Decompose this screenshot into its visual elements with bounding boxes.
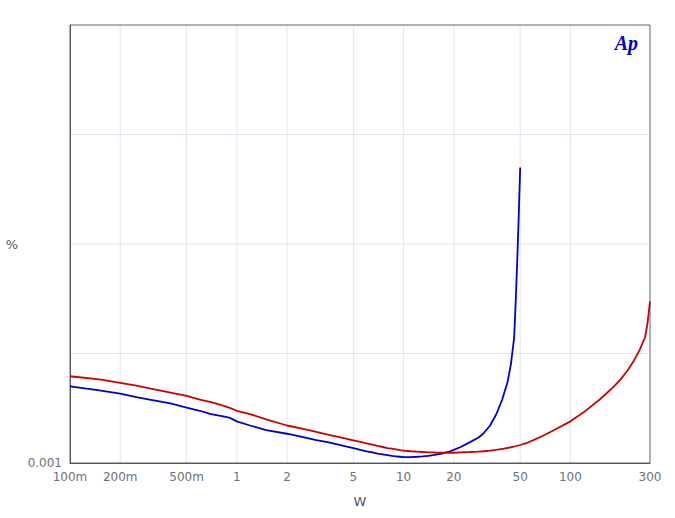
svg-text:50: 50 <box>513 470 528 484</box>
svg-text:10: 10 <box>396 470 411 484</box>
svg-text:200m: 200m <box>103 470 138 484</box>
svg-text:300: 300 <box>639 470 662 484</box>
svg-text:20: 20 <box>446 470 461 484</box>
svg-text:Ap: Ap <box>613 32 638 55</box>
svg-text:2: 2 <box>283 470 291 484</box>
svg-text:1: 1 <box>233 470 241 484</box>
svg-text:100m: 100m <box>53 470 88 484</box>
svg-text:0.001: 0.001 <box>28 456 62 470</box>
svg-text:W: W <box>354 494 367 509</box>
svg-text:5: 5 <box>350 470 358 484</box>
svg-text:500m: 500m <box>169 470 204 484</box>
svg-text:100: 100 <box>559 470 582 484</box>
svg-text:%: % <box>6 237 18 252</box>
